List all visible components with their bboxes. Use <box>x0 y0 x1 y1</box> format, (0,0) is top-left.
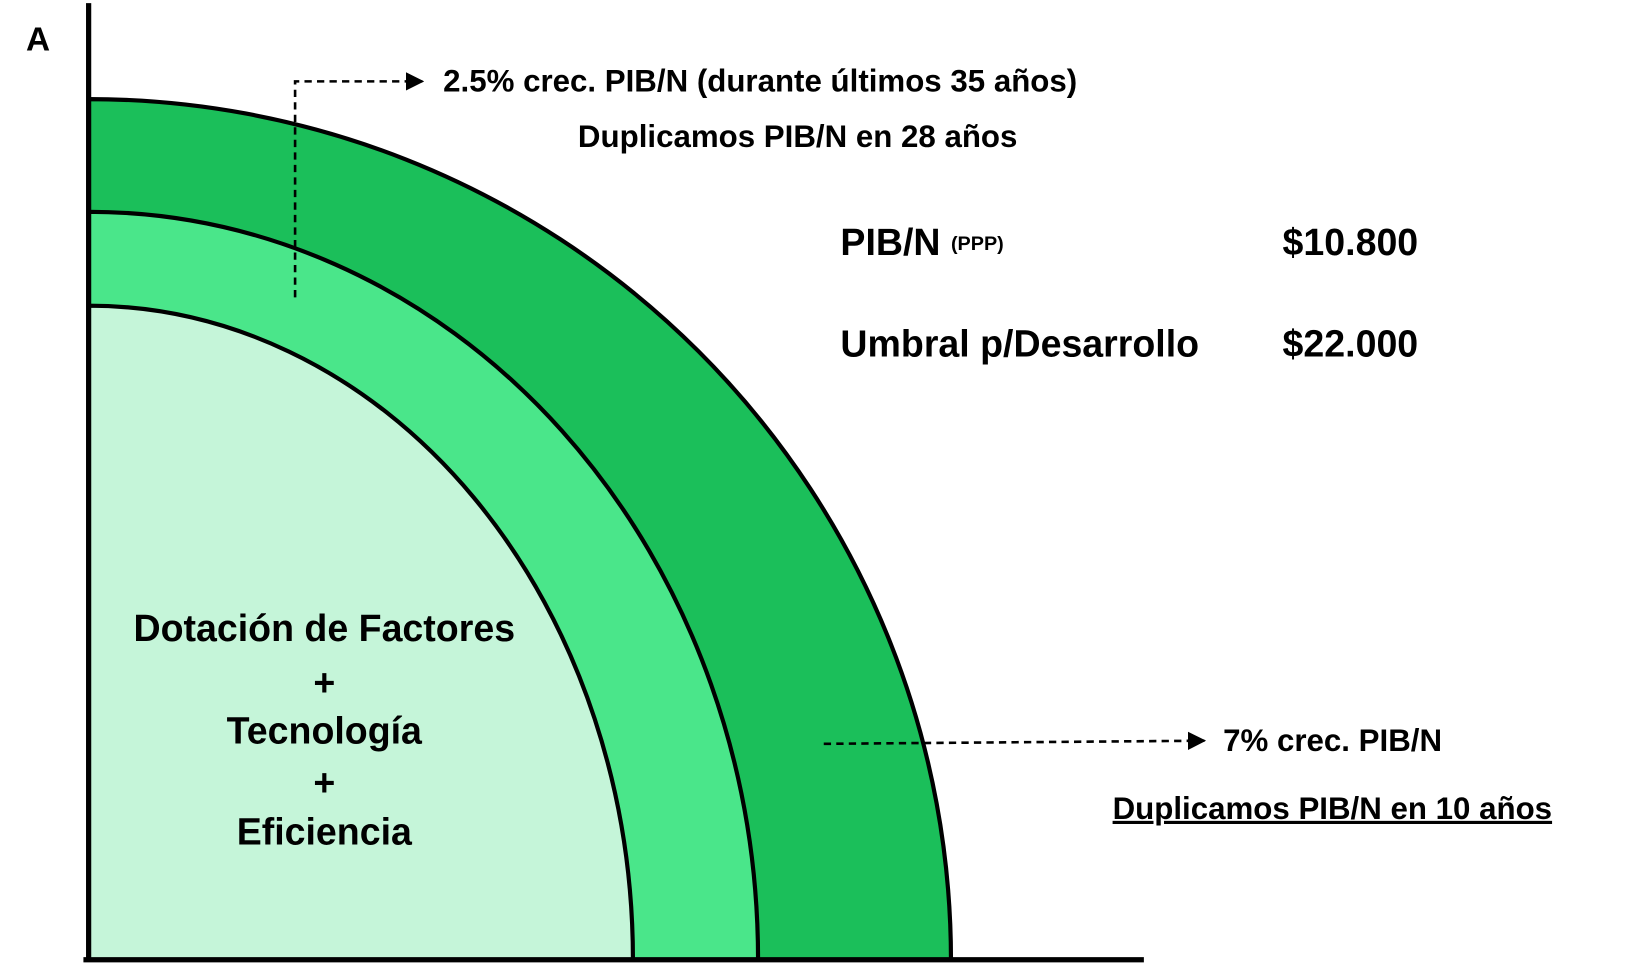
stat-value: $10.800 <box>1283 221 1419 263</box>
dashed-arrow <box>823 731 1207 750</box>
inner-area <box>86 303 636 962</box>
note: Duplicamos PIB/N en 10 años <box>1113 791 1552 826</box>
stat-label: PIB/N (PPP) <box>840 221 1003 263</box>
inner-line: Tecnología <box>227 709 423 751</box>
axis-label: A <box>26 22 50 59</box>
note: Duplicamos PIB/N en 28 años <box>578 119 1017 154</box>
inner-line: + <box>313 661 335 703</box>
stat-label: PIB/N <box>840 221 940 263</box>
inner-line: Eficiencia <box>237 811 413 853</box>
stat-value: $22.000 <box>1283 322 1419 364</box>
stat-qualifier: (PPP) <box>951 233 1004 255</box>
note: 2.5% crec. PIB/N (durante últimos 35 año… <box>443 64 1077 99</box>
inner-text: Dotación de Factores + Tecnología + Eficienc… <box>134 607 516 852</box>
note: 7% crec. PIB/N <box>1223 723 1442 758</box>
dashed-arrow <box>293 72 425 298</box>
inner-line: Dotación de Factores <box>134 607 516 649</box>
stat-label: Umbral p/Desarrollo <box>840 322 1199 364</box>
inner-line: + <box>313 761 335 803</box>
